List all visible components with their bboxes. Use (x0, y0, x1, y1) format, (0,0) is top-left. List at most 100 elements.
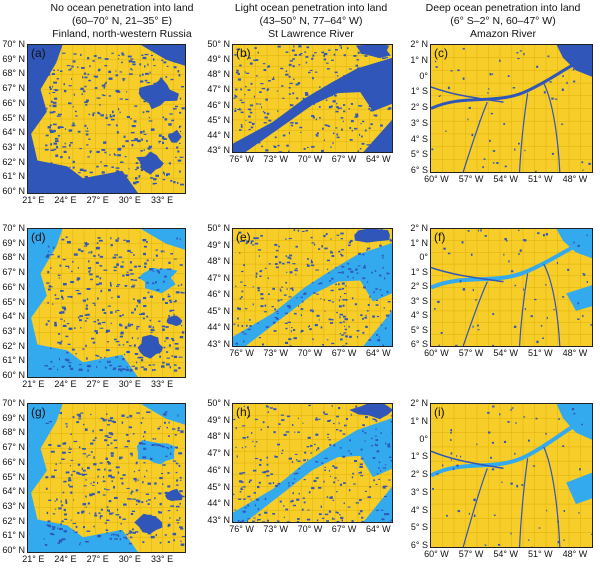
y-tick-label: 62° N (2, 156, 25, 167)
column-header-line: No ocean penetration into land (50, 2, 194, 14)
column-header-finland: No ocean penetration into land (60–70° N… (27, 2, 217, 41)
y-tick-label: 68° N (2, 68, 25, 79)
y-tick-label: 4° S (410, 310, 428, 320)
panel-label: (c) (434, 46, 448, 60)
x-tick-label: 24° E (54, 554, 77, 564)
y-tick-label: 1° S (410, 266, 428, 277)
x-tick-label: 73° W (263, 524, 289, 534)
x-tick-label: 24° E (54, 195, 77, 205)
y-tick-label: 0° (419, 433, 428, 444)
panel-label: (i) (434, 405, 445, 419)
y-tick-label: 64° N (2, 486, 25, 497)
y-tick-label: 45° N (207, 114, 230, 125)
x-tick-label: 73° W (263, 154, 289, 164)
x-tick-label: 33° E (150, 379, 174, 389)
column-header-line: (43–50° N, 77–64° W) (259, 15, 363, 27)
y-tick-label: 1° N (410, 54, 428, 65)
x-tick-label: 70° W (297, 154, 323, 164)
y-tick-label: 67° N (2, 442, 25, 453)
y-tick-label: 64° N (2, 127, 25, 138)
x-tick-label: 51° W (527, 549, 553, 559)
panel-label: (h) (236, 405, 251, 419)
x-tick-label: 70° W (297, 348, 323, 358)
y-tick-label: 47° N (207, 272, 230, 283)
y-tick-label: 67° N (2, 267, 25, 278)
x-tick-label: 33° E (150, 554, 174, 564)
y-tick-label: 44° N (207, 498, 230, 509)
panel-label: (b) (236, 46, 251, 60)
y-tick-label: 43° N (207, 145, 230, 155)
x-tick-label: 67° W (331, 348, 357, 358)
y-tick-label: 0° (419, 252, 428, 262)
y-tick-label: 47° N (207, 84, 230, 95)
map-image (28, 229, 185, 377)
x-tick-label: 76° W (229, 154, 254, 164)
y-tick-label: 65° N (2, 296, 25, 307)
x-tick-label: 48° W (562, 549, 588, 559)
y-tick-label: 67° N (2, 83, 25, 94)
y-tick-label: 1° S (410, 86, 428, 97)
x-tick-label: 21° E (22, 379, 45, 389)
column-header-amazon: Deep ocean penetration into land (6° S–2… (408, 2, 598, 41)
y-tick-label: 48° N (207, 69, 230, 80)
x-tick-label: 60° W (424, 174, 449, 184)
map-panel-c: (c) (430, 44, 593, 173)
map-image (233, 404, 392, 522)
x-tick-label: 67° W (331, 524, 357, 534)
y-tick-label: 70° N (2, 398, 25, 408)
x-tick-label: 30° E (118, 554, 141, 564)
x-tick-label: 54° W (493, 348, 518, 358)
y-tick-label: 3° S (410, 295, 428, 306)
y-tick-label: 46° N (207, 289, 230, 300)
y-tick-label: 4° S (410, 133, 428, 144)
x-tick-label: 57° W (458, 174, 484, 184)
y-tick-label: 43° N (207, 515, 230, 525)
y-tick-label: 65° N (2, 112, 25, 123)
x-tick-label: 57° W (458, 348, 484, 358)
y-tick-label: 46° N (207, 99, 230, 110)
column-header-stlawrence: Light ocean penetration into land (43–50… (216, 2, 406, 41)
y-tick-label: 62° N (2, 515, 25, 526)
y-tick-label: 45° N (207, 481, 230, 492)
x-tick-label: 60° W (424, 348, 449, 358)
y-tick-label: 2° N (410, 398, 428, 408)
map-panel-a: (a) (27, 44, 186, 194)
y-tick-label: 2° N (410, 39, 428, 49)
y-tick-label: 3° S (410, 486, 428, 497)
x-tick-label: 27° E (86, 195, 109, 205)
y-tick-label: 70° N (2, 223, 25, 233)
map-image (431, 229, 592, 346)
y-tick-label: 5° S (410, 324, 428, 335)
y-tick-label: 44° N (207, 322, 230, 333)
x-tick-label: 54° W (493, 549, 518, 559)
y-tick-label: 63° N (2, 500, 25, 511)
map-panel-e: (e) (232, 228, 393, 347)
y-tick-label: 68° N (2, 252, 25, 263)
y-tick-label: 46° N (207, 464, 230, 475)
x-tick-label: 33° E (150, 195, 174, 205)
y-tick-label: 1° N (410, 237, 428, 248)
y-tick-label: 49° N (207, 54, 230, 65)
y-tick-label: 60° N (2, 545, 25, 555)
x-tick-label: 54° W (493, 174, 518, 184)
panel-label: (d) (31, 230, 46, 244)
y-tick-label: 68° N (2, 427, 25, 438)
y-tick-label: 1° N (410, 415, 428, 426)
y-tick-label: 2° S (410, 281, 428, 291)
y-tick-label: 61° N (2, 171, 25, 182)
x-tick-label: 70° W (297, 524, 323, 534)
x-tick-label: 60° W (424, 549, 449, 559)
y-tick-label: 48° N (207, 256, 230, 267)
y-tick-label: 60° N (2, 186, 25, 196)
panel-label: (a) (31, 46, 46, 60)
column-header-line: Finland, north-western Russia (52, 28, 192, 40)
y-tick-label: 66° N (2, 456, 25, 467)
column-header-line: (6° S–2° N, 60–47° W) (450, 15, 556, 27)
x-tick-label: 64° W (365, 348, 391, 358)
column-header-line: Light ocean penetration into land (234, 2, 388, 14)
x-tick-label: 30° E (118, 195, 141, 205)
y-tick-label: 5° S (410, 149, 428, 160)
x-tick-label: 51° W (527, 348, 553, 358)
column-header-line: (60–70° N, 21–35° E) (71, 15, 173, 27)
y-tick-label: 2° S (410, 469, 428, 479)
